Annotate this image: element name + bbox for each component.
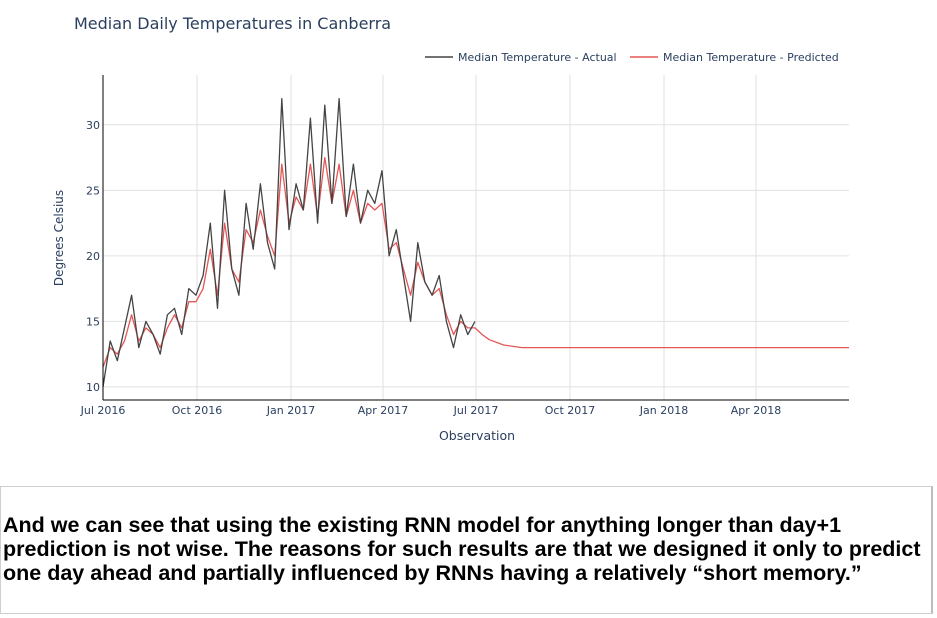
- x-tick-label: Apr 2018: [731, 404, 782, 417]
- grid-lines: [102, 75, 849, 400]
- x-tick-label: Oct 2017: [545, 404, 596, 417]
- chart-background: [0, 0, 937, 470]
- series-line-actual: [102, 97, 476, 388]
- y-tick-label: 25: [86, 184, 100, 197]
- y-tick-label: 15: [86, 315, 100, 328]
- x-tick-label: Jul 2017: [453, 404, 499, 417]
- chart-title: Median Daily Temperatures in Canberra: [74, 14, 391, 33]
- x-tick-label: Apr 2017: [358, 404, 409, 417]
- y-tick-label: 20: [86, 250, 100, 263]
- x-axis-ticks: Jul 2016 Oct 2016 Jan 2017 Apr 2017 Jul 2017…: [80, 404, 782, 417]
- x-tick-label: Oct 2016: [172, 404, 223, 417]
- x-tick-label: Jan 2018: [639, 404, 688, 417]
- caption-box: And we can see that using the existing R…: [0, 486, 933, 614]
- x-tick-label: Jan 2017: [266, 404, 315, 417]
- y-tick-label: 10: [86, 381, 100, 394]
- y-axis-label: Degrees Celsius: [52, 190, 66, 286]
- caption-text: And we can see that using the existing R…: [3, 513, 921, 585]
- series-lines: [102, 97, 849, 388]
- legend-label-actual: Median Temperature - Actual: [458, 51, 617, 64]
- temperature-line-chart: Median Daily Temperatures in Canberra Ju…: [0, 0, 937, 470]
- legend-label-predicted: Median Temperature - Predicted: [663, 51, 839, 64]
- x-axis-label: Observation: [439, 428, 515, 443]
- legend: Median Temperature - Actual Median Tempe…: [425, 51, 839, 64]
- y-axis-ticks: 10 15 20 25 30: [86, 119, 100, 394]
- axes: [102, 75, 849, 401]
- x-tick-label: Jul 2016: [80, 404, 126, 417]
- y-tick-label: 30: [86, 119, 100, 132]
